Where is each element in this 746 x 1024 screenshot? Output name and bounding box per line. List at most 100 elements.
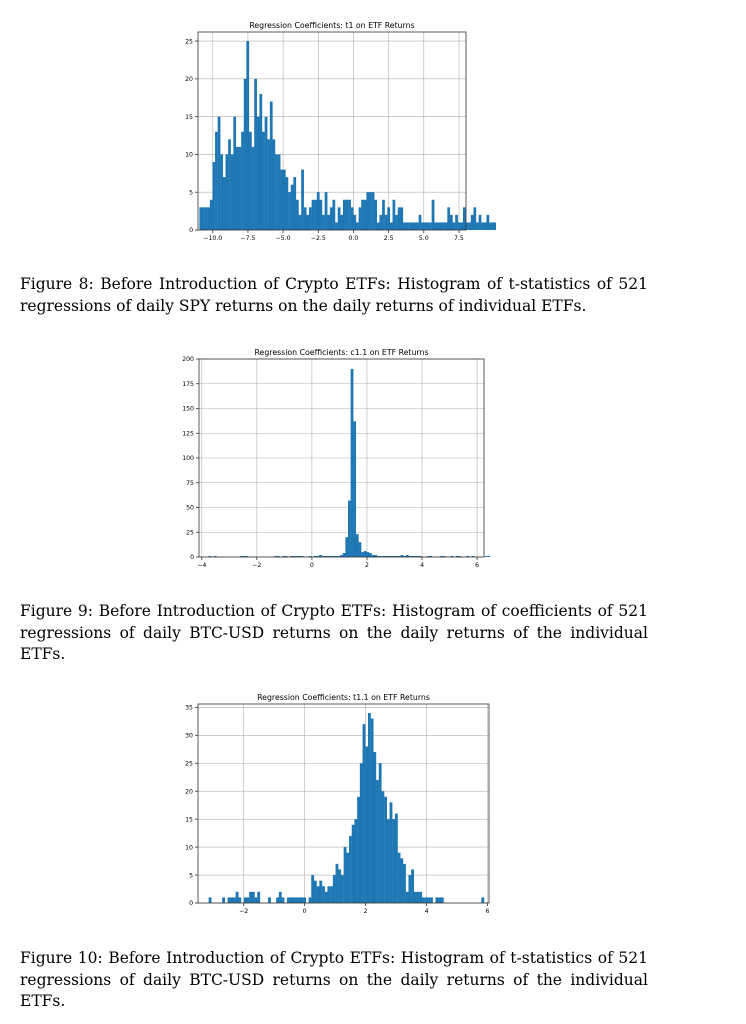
histogram-bar (290, 556, 293, 557)
histogram-bar (418, 214, 422, 230)
histogram-bar (277, 556, 280, 557)
histogram-bar (384, 556, 388, 557)
histogram-bar (376, 222, 380, 230)
histogram-bar (254, 897, 258, 903)
histogram-bar (298, 214, 302, 230)
figure-caption: Figure 9: Before Introduction of Crypto … (20, 602, 648, 663)
histogram-bar (450, 556, 454, 557)
chart-title: Regression Coefficients: t1 on ETF Retur… (249, 21, 414, 30)
y-tick-label: 75 (186, 480, 194, 487)
histogram-bar (240, 556, 243, 557)
y-tick-label: 25 (185, 38, 193, 45)
histogram-bar (316, 886, 320, 903)
histogram-bar (241, 131, 244, 230)
histogram-bar (319, 199, 323, 230)
histogram-bar (354, 819, 358, 903)
histogram-bar (408, 875, 412, 903)
histogram-bar (434, 222, 438, 230)
histogram-bar (297, 897, 301, 903)
x-tick-label: −4 (197, 562, 206, 569)
histogram-chart-fig8: Regression Coefficients: t1 on ETF Retur… (185, 21, 496, 242)
histogram-bar (376, 556, 380, 557)
histogram-bar (392, 556, 396, 557)
histogram-bar (366, 552, 370, 557)
histogram-bar (208, 897, 212, 903)
histogram-chart-fig10: Regression Coefficients: t1.1 on ETF Ret… (185, 693, 489, 915)
histogram-bar (293, 177, 297, 230)
histogram-bar (232, 897, 236, 903)
histogram-bar (292, 556, 296, 557)
y-tick-label: 25 (186, 529, 194, 536)
histogram-bar (382, 199, 385, 230)
histogram-bar (345, 537, 349, 557)
histogram-bar (410, 222, 414, 230)
histogram-bar (289, 897, 293, 903)
histogram-bar (303, 207, 307, 230)
histogram-bar (256, 116, 260, 230)
histogram-bar (286, 897, 290, 903)
histogram-bar (245, 556, 249, 557)
histogram-bar (295, 556, 299, 557)
histogram-bar (209, 199, 213, 230)
histogram-bar (243, 78, 247, 230)
histogram-bar (238, 146, 242, 230)
histogram-bar (397, 207, 401, 230)
histogram-bar (370, 718, 374, 903)
x-tick-label: −2 (239, 908, 248, 915)
histogram-bar (259, 93, 263, 230)
chart-title: Regression Coefficients: t1.1 on ETF Ret… (257, 693, 430, 702)
histogram-bar (251, 146, 255, 230)
histogram-bar (351, 824, 355, 903)
histogram-bar (458, 556, 462, 557)
histogram-bar (238, 897, 242, 903)
x-tick-label: 5.0 (419, 235, 429, 242)
histogram-bar (300, 897, 304, 903)
y-tick-label: 5 (189, 872, 193, 879)
histogram-bar (387, 207, 391, 230)
histogram-bar (413, 556, 417, 557)
histogram-bar (290, 184, 294, 230)
y-tick-label: 0 (189, 227, 193, 234)
histogram-bar (442, 222, 445, 230)
histogram-bar (335, 222, 338, 230)
y-tick-label: 10 (185, 844, 193, 851)
histogram-bar (392, 199, 396, 230)
histogram-bar (468, 222, 471, 230)
histogram-bar (358, 207, 362, 230)
x-tick-label: 6 (475, 562, 479, 569)
histogram-bar (386, 819, 390, 903)
histogram-bar (353, 214, 357, 230)
histogram-bar (447, 207, 451, 230)
x-tick-label: 0 (310, 562, 314, 569)
y-tick-label: 20 (185, 76, 193, 83)
histogram-bar (353, 421, 357, 557)
histogram-bar (235, 891, 239, 903)
histogram-bar (269, 101, 273, 230)
x-tick-label: −5.0 (276, 235, 291, 242)
histogram-bar (324, 192, 328, 230)
histogram-bar (199, 207, 203, 230)
histogram-bar (274, 556, 278, 557)
histogram-bar (222, 897, 226, 903)
histogram-bar (419, 891, 423, 903)
x-tick-label: 4 (425, 908, 429, 915)
histogram-bar (332, 556, 336, 557)
histogram-bar (382, 556, 385, 557)
histogram-bar (426, 222, 430, 230)
histogram-bar (403, 556, 407, 557)
histogram-bar (313, 880, 317, 903)
histogram-bar (355, 534, 359, 557)
histogram-bar (449, 214, 453, 230)
x-tick-label: 2.5 (384, 235, 394, 242)
histogram-bar (394, 813, 398, 903)
x-tick-label: 2 (364, 908, 368, 915)
histogram-bar (403, 863, 406, 903)
histogram-bar (316, 192, 320, 230)
histogram-bar (319, 880, 323, 903)
histogram-bar (322, 214, 325, 230)
histogram-bar (340, 875, 344, 903)
x-tick-label: −10.0 (203, 235, 222, 242)
histogram-bar (436, 222, 440, 230)
histogram-bar (435, 897, 439, 903)
histogram-bar (251, 891, 255, 903)
